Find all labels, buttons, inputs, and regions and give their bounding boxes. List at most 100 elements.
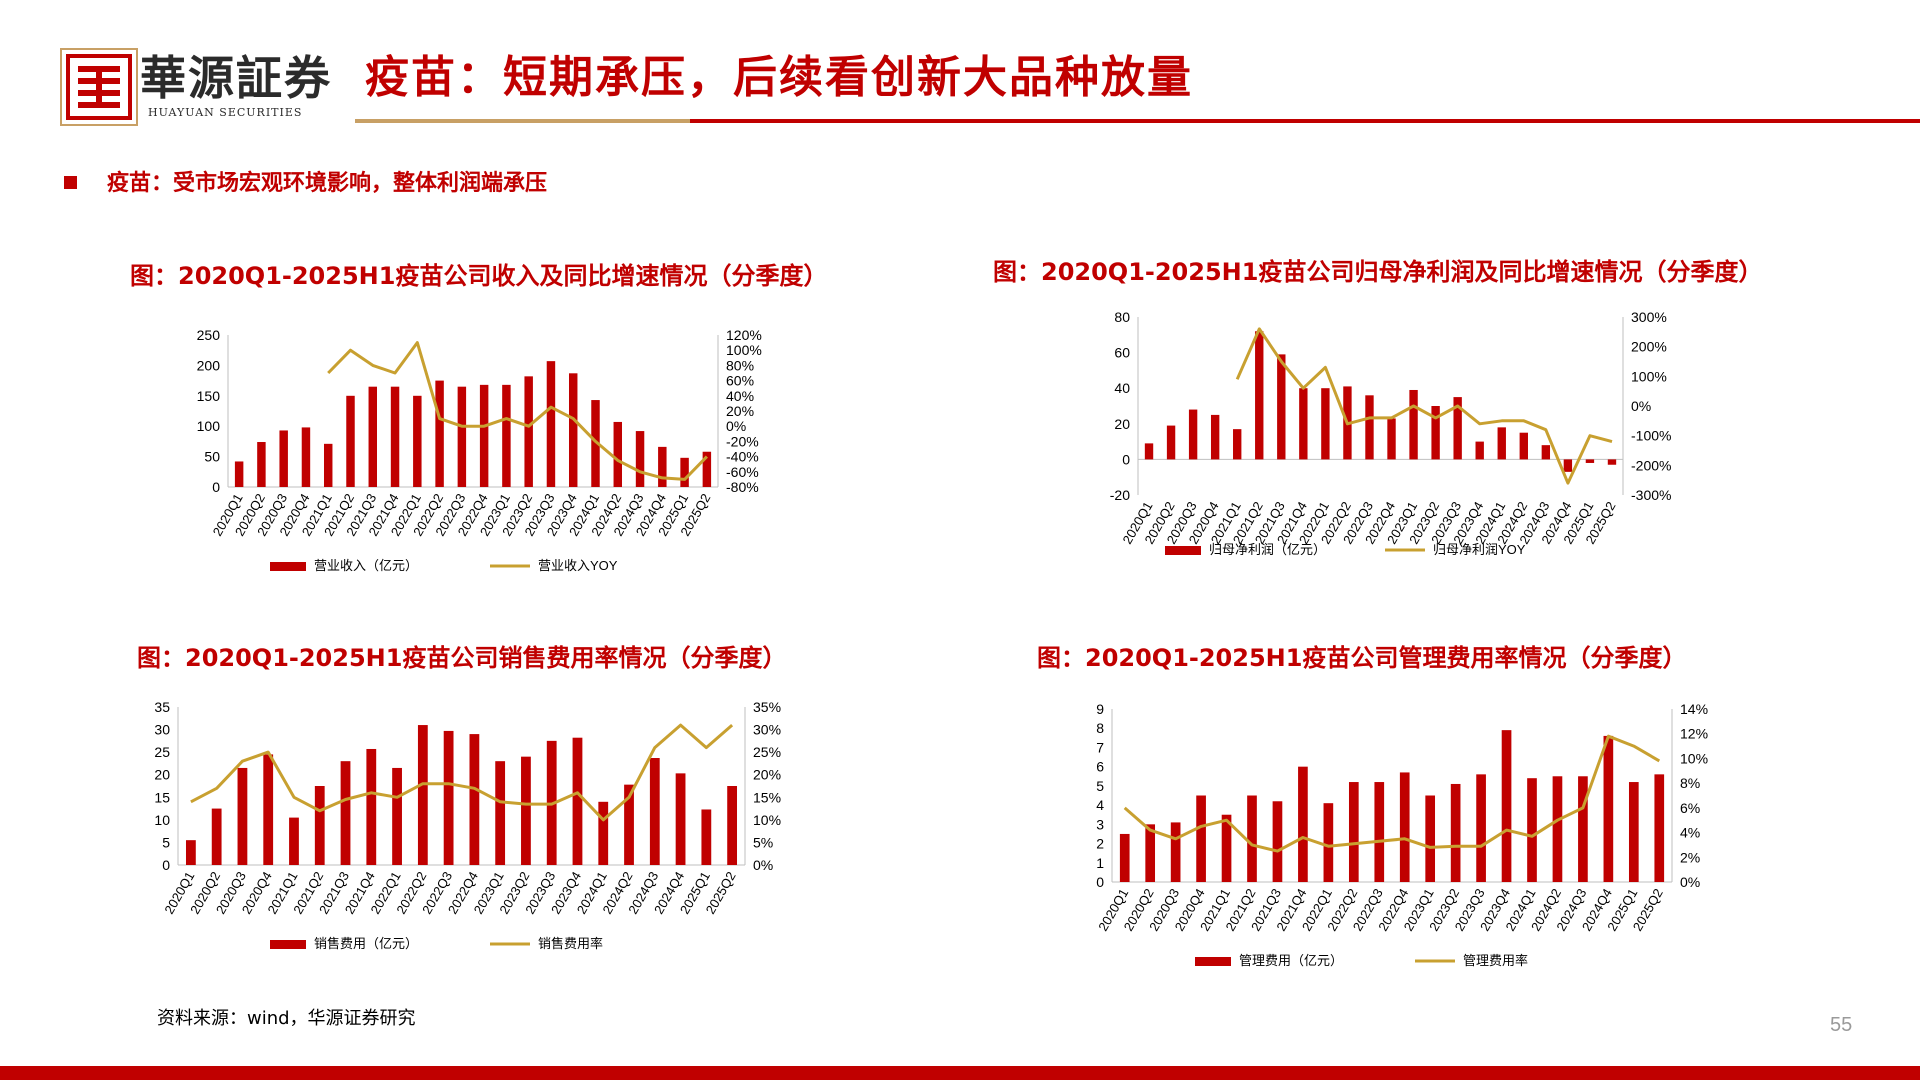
left-axis-tick: 6 — [1096, 759, 1104, 775]
right-axis-tick: 14% — [1680, 701, 1708, 717]
bar — [1453, 397, 1462, 460]
left-axis-tick: 100 — [197, 418, 221, 434]
legend-bar-swatch — [270, 940, 306, 949]
bar — [368, 386, 378, 487]
bar — [1321, 388, 1330, 460]
bar — [366, 748, 377, 865]
right-axis-tick: 100% — [726, 342, 762, 358]
series-line — [190, 723, 734, 822]
bar — [1188, 409, 1198, 460]
admin-expense-chart: 01234567890%2%4%6%8%10%12%14%2020Q12020Q… — [1095, 701, 1708, 968]
right-axis-tick: 10% — [753, 812, 781, 828]
revenue-chart: 0 50 100 150 200 250 -80%-60%-40%-20%0%20%40%6… — [197, 327, 762, 573]
right-axis-tick: 4% — [1680, 825, 1700, 841]
bar — [1501, 730, 1512, 882]
legend-line-label: 销售费用率 — [538, 936, 603, 951]
left-axis-tick: 200 — [197, 357, 221, 373]
right-axis-tick: 20% — [753, 767, 781, 783]
subheading-text: 疫苗：受市场宏观环境影响，整体利润端承压 — [107, 171, 548, 196]
bar — [1323, 803, 1334, 882]
title-rule-gold — [355, 119, 690, 123]
bar — [1578, 776, 1588, 882]
right-axis-tick: 40% — [726, 388, 754, 404]
left-axis-tick: 7 — [1096, 739, 1104, 755]
right-axis-tick: 120% — [726, 327, 762, 343]
bar — [1519, 432, 1528, 460]
bar — [1603, 735, 1614, 882]
bar — [185, 840, 196, 865]
brand-name: 華源証券 — [140, 51, 332, 105]
series-line — [1123, 734, 1661, 853]
series-line — [1235, 327, 1613, 485]
page-number: 55 — [1830, 1014, 1853, 1036]
bar — [1552, 776, 1563, 882]
bar — [1196, 795, 1206, 882]
right-axis-tick: 0% — [726, 418, 746, 434]
bar — [1210, 414, 1220, 460]
right-axis-tick: -80% — [726, 479, 759, 495]
bar — [314, 786, 325, 865]
right-axis-tick: 2% — [1680, 849, 1700, 865]
bar — [1607, 459, 1617, 465]
legend-line-label: 归母净利润YOY — [1433, 542, 1526, 557]
bar — [469, 734, 480, 865]
bar — [323, 443, 333, 487]
left-axis-tick: 5 — [1096, 778, 1104, 794]
bar — [675, 773, 686, 865]
left-axis-tick: 20 — [1114, 416, 1130, 432]
bar — [1431, 406, 1440, 460]
bar — [392, 767, 402, 865]
left-axis-tick: 150 — [197, 388, 221, 404]
series-line — [327, 341, 708, 481]
bar — [263, 754, 274, 865]
left-axis-tick: 4 — [1096, 797, 1104, 813]
bar — [521, 756, 531, 865]
left-axis-tick: 250 — [197, 327, 221, 343]
bar — [479, 384, 489, 487]
bar — [435, 380, 444, 487]
left-axis-tick: 0 — [1122, 451, 1130, 467]
bar — [1387, 418, 1396, 460]
bar — [613, 421, 623, 487]
left-axis-tick: 0 — [1096, 874, 1104, 890]
bar — [417, 725, 428, 865]
bar — [390, 386, 400, 487]
left-axis-tick: 25 — [154, 744, 170, 760]
right-axis-tick: -40% — [726, 449, 759, 465]
bar — [1272, 801, 1283, 882]
bar — [658, 446, 667, 487]
left-axis-tick: 80 — [1114, 309, 1130, 325]
bar — [1374, 782, 1385, 882]
bar — [572, 737, 583, 865]
bar — [635, 431, 645, 487]
legend-bar-label: 归母净利润（亿元） — [1209, 542, 1326, 557]
right-axis-tick: 0% — [753, 857, 773, 873]
left-axis-tick: 5 — [162, 834, 170, 850]
left-axis-tick: 50 — [204, 449, 220, 465]
bar — [340, 761, 351, 865]
data-source: 资料来源：wind，华源证券研究 — [157, 1008, 416, 1029]
bar — [301, 427, 311, 487]
bar — [1299, 388, 1308, 460]
left-axis-tick: 60 — [1114, 345, 1130, 361]
bar — [1409, 389, 1418, 460]
left-axis-tick: 8 — [1096, 720, 1104, 736]
brand-name-en: HUAYUAN SECURITIES — [148, 106, 303, 119]
bar — [680, 457, 689, 487]
right-axis-tick: 0% — [1631, 398, 1651, 414]
right-axis-tick: 35% — [753, 699, 781, 715]
bullet-square-icon — [64, 175, 77, 189]
bar — [1425, 795, 1436, 882]
bar — [257, 442, 266, 487]
legend-bar-label: 销售费用（亿元） — [314, 936, 418, 951]
legend-bar-swatch — [1165, 546, 1201, 555]
right-axis-tick: 10% — [1680, 750, 1708, 766]
left-axis-tick: 30 — [154, 722, 170, 738]
bar — [1145, 824, 1156, 882]
huayuan-logo-icon — [60, 48, 138, 126]
bar — [568, 373, 578, 487]
section-subheading: 疫苗：受市场宏观环境影响，整体利润端承压 — [64, 165, 547, 197]
bar — [1497, 427, 1506, 460]
bar — [1166, 425, 1176, 460]
bar — [727, 786, 738, 865]
